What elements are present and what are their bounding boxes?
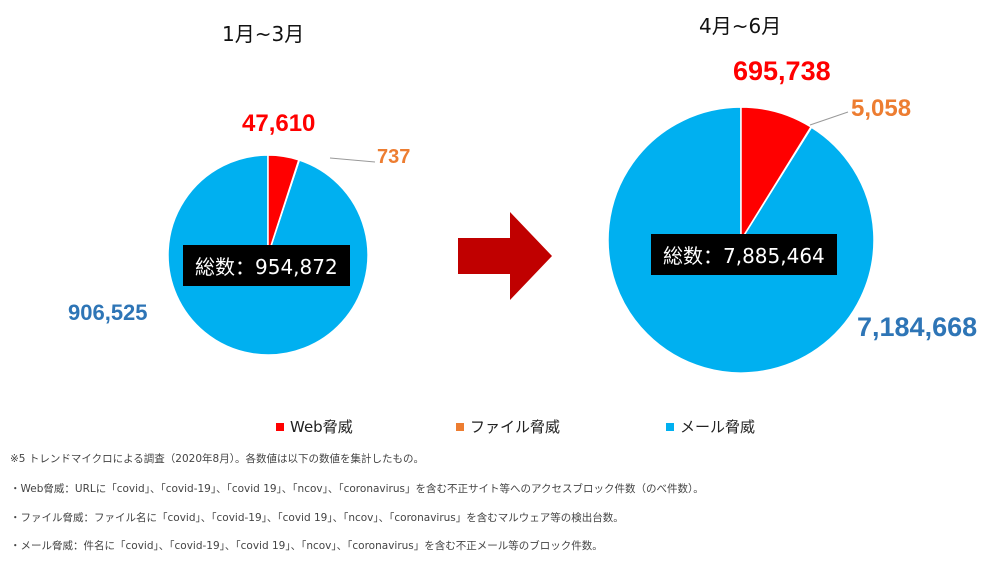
legend-item-mail: メール脅威 [666, 416, 755, 437]
pie1-file-label: 737 [377, 146, 411, 168]
legend-swatch [276, 422, 284, 431]
pie1-web-label: 47,610 [242, 110, 316, 137]
pie2-total: 総数：7,885,464 [651, 234, 837, 275]
pie1-mail-label: 906,525 [68, 300, 148, 325]
legend-label: Web脅威 [290, 418, 353, 436]
pie2-file-label: 5,058 [851, 95, 912, 122]
pie2-title: 4月~6月 [699, 14, 782, 38]
footnote-mail: ・メール脅威：件名に「covid」、「covid-19」、「covid 19」、… [10, 540, 603, 552]
legend-label: メール脅威 [680, 418, 756, 436]
transition-arrow [458, 212, 552, 300]
legend-swatch [666, 422, 674, 431]
legend-item-web: Web脅威 [276, 416, 353, 437]
legend-swatch [456, 422, 464, 431]
footnote-source: ※5 トレンドマイクロによる調査（2020年8月）。各数値は以下の数値を集計した… [10, 453, 424, 465]
legend-item-file: ファイル脅威 [456, 416, 560, 437]
pie1-total: 総数：954,872 [183, 245, 350, 286]
pie1-file-leader-line [329, 157, 376, 163]
pie2-file-leader-line [809, 111, 849, 126]
pie2-slice-web [740, 106, 813, 243]
pie1-slice-web [267, 154, 300, 256]
footnote-web: ・Web脅威：URLに「covid」、「covid-19」、「covid 19」… [10, 483, 704, 495]
pie2-web-label: 695,738 [733, 56, 831, 86]
footnote-file: ・ファイル脅威：ファイル名に「covid」、「covid-19」、「covid … [10, 512, 624, 524]
legend-label: ファイル脅威 [470, 418, 561, 436]
pie2-mail-label: 7,184,668 [857, 312, 978, 342]
pie1-title: 1月~3月 [222, 22, 305, 46]
